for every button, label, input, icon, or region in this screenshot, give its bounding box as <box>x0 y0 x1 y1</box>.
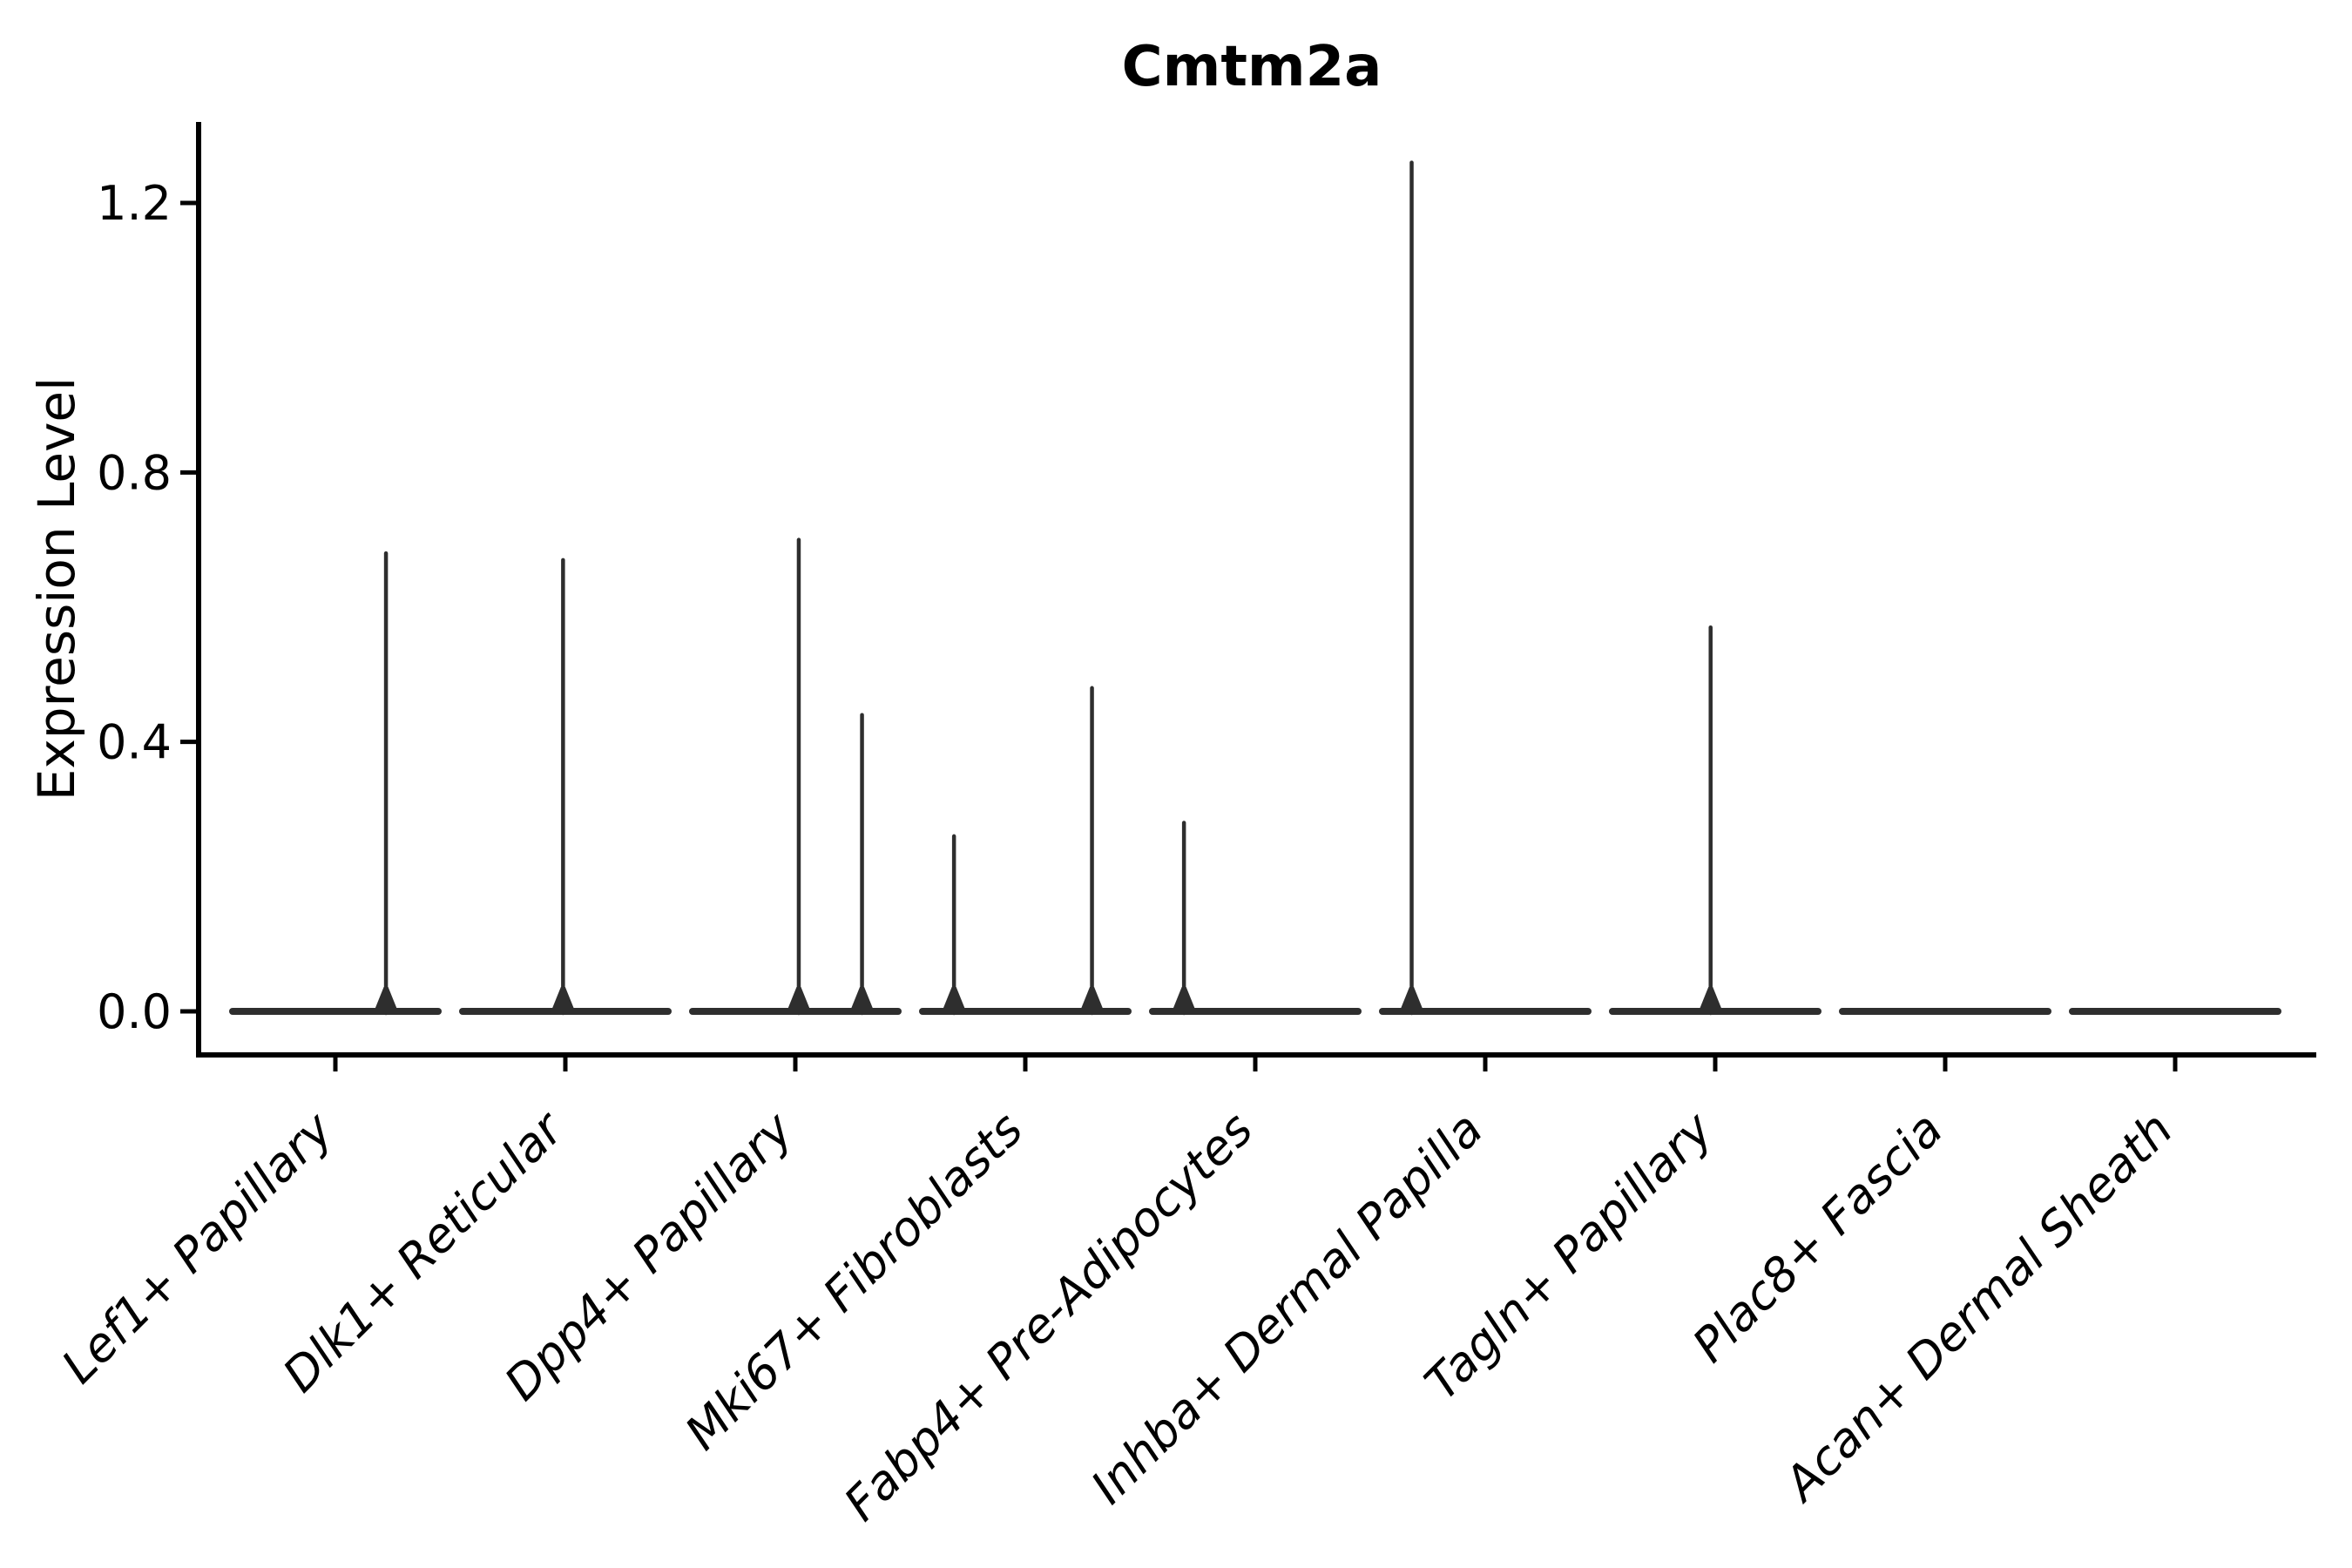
y-tick-label: 0.0 <box>97 984 172 1039</box>
chart-title: Cmtm2a <box>1122 35 1382 99</box>
violins-layer <box>229 160 2281 1016</box>
violin-3 <box>689 537 902 1016</box>
y-tick-label: 0.8 <box>97 445 172 500</box>
violin-1 <box>229 551 442 1016</box>
violin-9 <box>2069 1008 2281 1015</box>
violin-base <box>1149 1008 1362 1015</box>
y-axis-label: Expression Level <box>27 377 86 801</box>
x-tick-label: Acan+ Dermal Sheath <box>1772 1102 2183 1513</box>
violin-7 <box>1609 625 1821 1016</box>
violin-base <box>1379 1008 1592 1015</box>
x-tick-label: Inhba+ Dermal Papilla <box>1080 1102 1493 1515</box>
violin-5 <box>1149 821 1362 1016</box>
violin-4 <box>919 686 1132 1016</box>
x-tick-label: Plac8+ Fascia <box>1682 1102 1953 1373</box>
violin-6 <box>1379 160 1592 1016</box>
violin-8 <box>1839 1008 2051 1015</box>
x-tick-label: Fabp4+ Pre-Adipocytes <box>834 1102 1263 1531</box>
violin-base <box>1839 1008 2051 1015</box>
violin-base <box>919 1008 1132 1015</box>
violin-base <box>2069 1008 2281 1015</box>
violin-base <box>229 1008 442 1015</box>
y-tick-label: 1.2 <box>97 176 172 231</box>
y-tick-label: 0.4 <box>97 715 172 770</box>
violin-2 <box>459 558 672 1016</box>
